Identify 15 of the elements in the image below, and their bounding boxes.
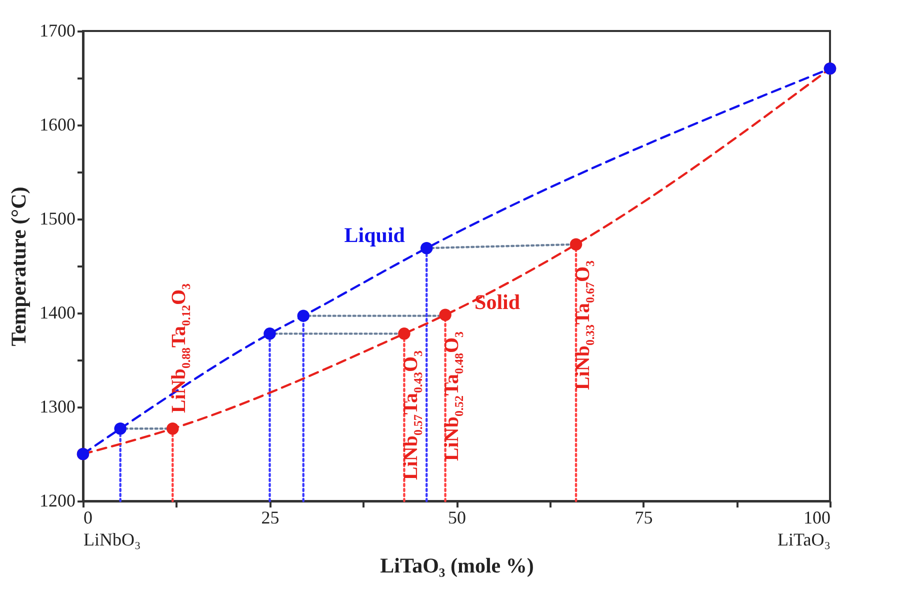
x-tick-label: 100 LiTaO₃ [778,508,830,550]
x-tick-label: 75 [634,508,653,528]
y-axis-title: Temperature (°C) [6,186,30,346]
y-tick-label: 1700 [40,20,76,40]
x-tick-label: 25 [261,508,280,528]
x-tick-label: 50 [448,508,466,528]
x-axis-title: LiTaO₃ (mole %) [380,554,534,578]
y-tick-label: 1500 [40,208,76,228]
x-tick-label: 0 LiNbO₃ [84,508,141,550]
y-tick-label: 1600 [40,114,76,134]
series-label: Liquid [344,223,406,248]
y-tick-label: 1200 [40,490,76,510]
y-tick-label: 1400 [40,302,76,322]
series-label: Solid [474,290,520,314]
y-tick-label: 1300 [40,396,76,416]
